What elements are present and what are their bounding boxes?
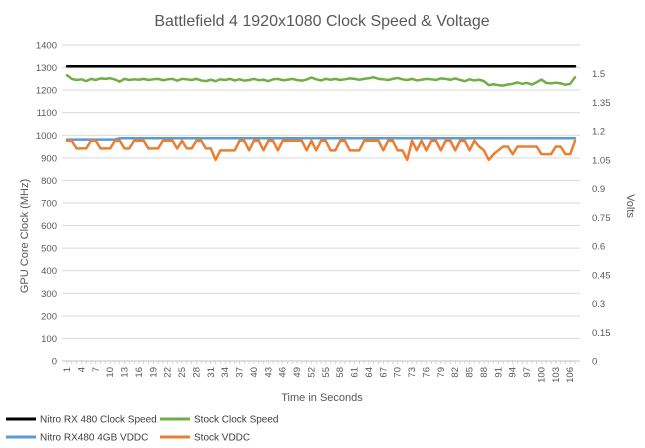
y-tick-label: 600	[41, 221, 57, 232]
y-tick-label: 1300	[36, 63, 57, 74]
x-tick-label: 64	[364, 367, 375, 378]
x-tick-label: 55	[321, 367, 332, 378]
series-lines	[65, 64, 577, 162]
x-tick-label: 67	[378, 367, 389, 378]
y2-tick-label: 1.5	[592, 69, 605, 80]
x-tick-label: 106	[565, 367, 576, 383]
x-tick-label: 22	[163, 367, 174, 378]
x-tick-label: 31	[206, 367, 217, 378]
series-line-nitro-rx480-4gb-vddc	[65, 137, 577, 141]
y-tick-label: 900	[41, 153, 57, 164]
x-tick-label: 52	[306, 367, 317, 378]
y2-tick-label: 0.3	[592, 299, 605, 310]
y-axis-title: GPU Core Clock (MHz)	[19, 179, 31, 293]
x-tick-label: 85	[465, 367, 476, 378]
x-tick-label: 25	[177, 367, 188, 378]
y2-tick-label: 0.75	[592, 213, 611, 224]
y2-tick-label: 0.9	[592, 184, 605, 195]
legend-label: Stock Clock Speed	[194, 415, 279, 426]
x-tick-label: 70	[393, 367, 404, 378]
y-tick-label: 400	[41, 266, 57, 277]
x-tick-label: 10	[105, 367, 116, 378]
y-tick-label: 200	[41, 311, 57, 322]
x-tick-label: 76	[421, 367, 432, 378]
x-tick-label: 103	[551, 367, 562, 383]
x-tick-label: 7	[91, 367, 102, 372]
x-tick-label: 34	[220, 367, 231, 378]
y2-axis-title: Volts	[624, 194, 636, 218]
legend-label: Nitro RX 480 Clock Speed	[40, 415, 157, 426]
y-tick-label: 1400	[36, 41, 57, 52]
y-tick-label: 700	[41, 199, 57, 210]
y2-tick-label: 0.15	[592, 328, 611, 339]
chart-title: Battlefield 4 1920x1080 Clock Speed & Vo…	[154, 13, 489, 30]
x-tick-label: 100	[536, 367, 547, 383]
x-tick-label: 28	[191, 367, 202, 378]
x-tick-label: 43	[263, 367, 274, 378]
legend: Nitro RX 480 Clock Speed Stock Clock Spee…	[6, 415, 279, 444]
y-tick-label: 500	[41, 244, 57, 255]
x-tick-label: 82	[450, 367, 461, 378]
x-tick-label: 19	[148, 367, 159, 378]
x-tick-label: 58	[335, 367, 346, 378]
y-tick-label: 300	[41, 289, 57, 300]
y2-tick-label: 1.05	[592, 155, 611, 166]
x-tick-label: 40	[249, 367, 260, 378]
gridlines	[62, 44, 580, 362]
y-tick-label: 1200	[36, 86, 57, 97]
y-tick-label: 1000	[36, 131, 57, 142]
x-tick-label: 46	[278, 367, 289, 378]
axes: 0100200300400500600700800900100011001200…	[36, 41, 611, 383]
y2-tick-label: 0	[592, 357, 597, 368]
y2-tick-label: 0.45	[592, 270, 611, 281]
y2-tick-label: 0.6	[592, 242, 605, 253]
legend-label: Nitro RX480 4GB VDDC	[40, 433, 148, 444]
y-tick-label: 100	[41, 334, 57, 345]
y2-tick-label: 1.35	[592, 98, 611, 109]
series-line-stock-vddc	[65, 139, 577, 162]
y-tick-label: 0	[52, 357, 57, 368]
series-line-stock-clock-speed	[65, 74, 577, 87]
x-tick-label: 88	[479, 367, 490, 378]
x-tick-label: 37	[235, 367, 246, 378]
x-tick-label: 91	[493, 367, 504, 378]
x-tick-label: 61	[350, 367, 361, 378]
x-axis-title: Time in Seconds	[281, 392, 363, 404]
x-tick-label: 13	[120, 367, 131, 378]
y-tick-label: 800	[41, 176, 57, 187]
y-tick-label: 1100	[37, 108, 57, 119]
x-tick-label: 16	[134, 367, 145, 378]
legend-label: Stock VDDC	[194, 433, 250, 444]
x-tick-label: 73	[407, 367, 418, 378]
x-tick-label: 94	[508, 367, 519, 378]
x-tick-label: 79	[436, 367, 447, 378]
x-tick-label: 4	[76, 367, 87, 372]
y2-tick-label: 1.2	[592, 127, 605, 138]
x-tick-label: 49	[292, 367, 303, 378]
x-tick-label: 1	[62, 367, 73, 372]
x-tick-label: 97	[522, 367, 533, 378]
